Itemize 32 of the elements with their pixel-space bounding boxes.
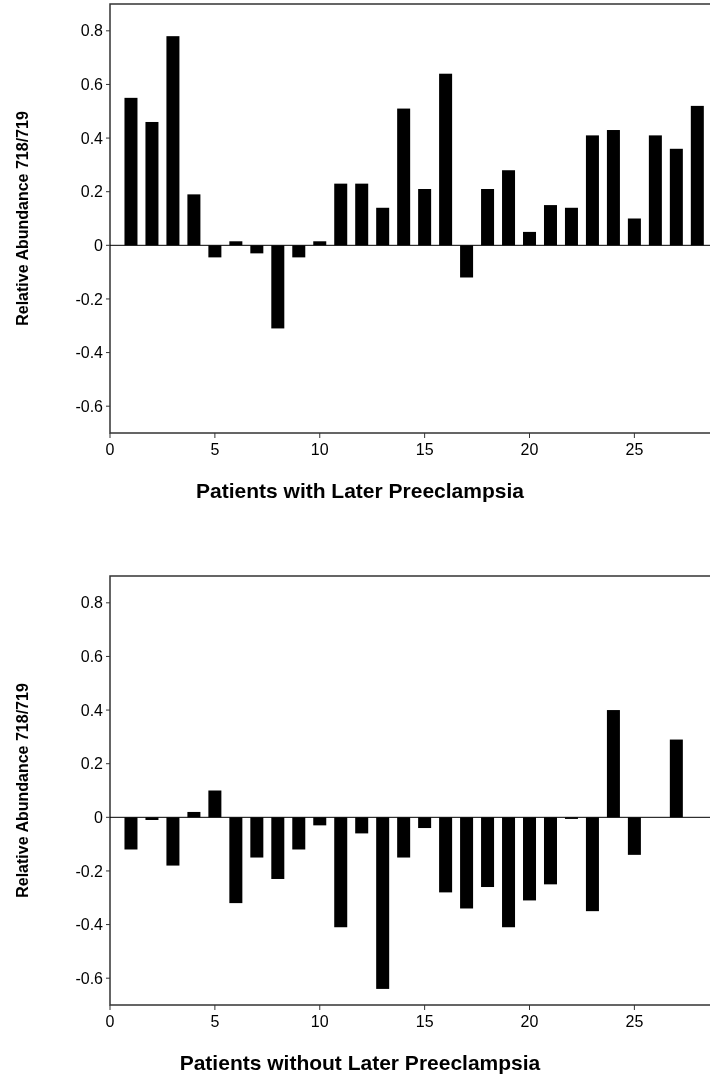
y-tick-label: -0.2 — [75, 862, 104, 880]
y-tick-label: 0.8 — [80, 22, 104, 40]
y-tick-label: 0.4 — [80, 129, 104, 147]
y-tick-label: 0.8 — [80, 594, 104, 612]
x-tick-label: 10 — [310, 441, 329, 458]
y-axis-title: Relative Abundance 718/719 — [14, 111, 31, 326]
x-tick-label: 0 — [105, 1013, 115, 1030]
y-tick-label: 0.2 — [80, 183, 104, 201]
x-tick-label: 5 — [210, 441, 220, 458]
y-tick-label: 0 — [94, 236, 104, 254]
x-tick-label: 15 — [415, 1013, 434, 1030]
y-tick-label: 0 — [94, 808, 104, 826]
y-tick-label: 0.6 — [80, 648, 104, 666]
x-tick-label: 15 — [415, 441, 434, 458]
y-tick-label: -0.6 — [75, 969, 104, 987]
x-tick-label: 20 — [520, 1013, 539, 1030]
y-axis-title: Relative Abundance 718/719 — [14, 683, 31, 898]
x-axis-title: Patients without Later Preeclampsia — [179, 1051, 541, 1074]
y-tick-label: 0.6 — [80, 76, 104, 94]
y-tick-label: 0.4 — [80, 701, 104, 719]
x-tick-label: 10 — [310, 1013, 329, 1030]
y-tick-label: -0.6 — [75, 397, 104, 415]
x-tick-label: 25 — [625, 441, 644, 458]
y-tick-label: -0.4 — [75, 344, 104, 362]
y-tick-label: 0.2 — [80, 755, 104, 773]
x-axis-title: Patients with Later Preeclampsia — [196, 479, 525, 502]
y-tick-label: -0.4 — [75, 916, 104, 934]
x-tick-label: 0 — [105, 441, 115, 458]
x-tick-label: 25 — [625, 1013, 644, 1030]
x-tick-label: 20 — [520, 441, 539, 458]
x-tick-label: 5 — [210, 1013, 220, 1030]
y-tick-label: -0.2 — [75, 290, 104, 308]
